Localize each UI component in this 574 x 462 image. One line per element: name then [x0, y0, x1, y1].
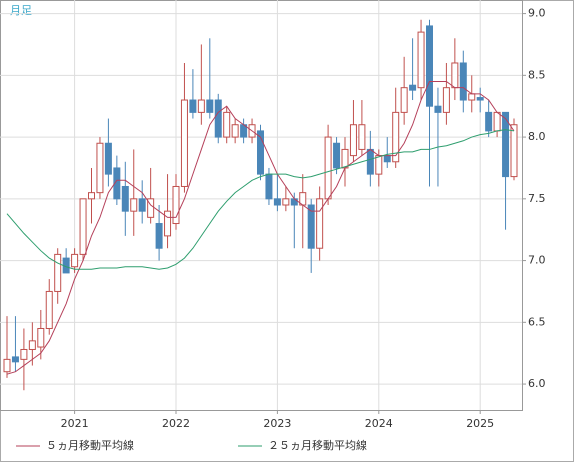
candle-body — [96, 142, 104, 194]
candle-body — [409, 84, 417, 91]
candle-body — [189, 99, 197, 113]
x-tick-label: 2021 — [61, 417, 89, 430]
candle-body — [468, 93, 476, 101]
candle-body — [333, 142, 341, 169]
y-tick-label: 8.5 — [528, 68, 546, 81]
candle-body — [20, 348, 28, 360]
x-tick-label: 2025 — [466, 417, 494, 430]
candle-body — [442, 87, 450, 113]
candle-body — [104, 142, 112, 175]
candle-body — [164, 210, 172, 237]
candle-body — [459, 62, 467, 101]
candle-body — [392, 111, 400, 163]
legend-label: ２５ヵ月移動平均線 — [268, 438, 367, 452]
candle-body — [147, 198, 155, 218]
candle-body — [485, 111, 493, 132]
ma-line — [6, 129, 515, 270]
x-tick-label: 2023 — [263, 417, 291, 430]
candle-body — [155, 223, 163, 249]
candle-body — [375, 155, 383, 175]
candle-body — [257, 130, 264, 175]
candle-body — [273, 198, 281, 206]
plot-area — [0, 0, 523, 411]
candle-body — [197, 99, 205, 113]
candle-body — [307, 204, 315, 249]
candle-body — [510, 124, 518, 178]
candle-body — [54, 253, 62, 292]
candle-body — [493, 111, 501, 132]
candle-body — [28, 340, 36, 350]
candle-body — [79, 198, 87, 255]
candle-body — [223, 111, 231, 138]
y-tick-label: 7.5 — [528, 192, 546, 205]
chart-title: 月足 — [10, 4, 32, 17]
candle-body — [130, 198, 138, 212]
candle-body — [417, 31, 425, 89]
y-tick-label: 7.0 — [528, 254, 546, 267]
y-tick-label: 6.5 — [528, 315, 546, 328]
x-tick-label: 2024 — [365, 417, 393, 430]
candle-body — [214, 99, 222, 138]
y-tick-label: 6.0 — [528, 377, 546, 390]
candle-body — [138, 198, 146, 212]
y-tick-label: 8.0 — [528, 130, 546, 143]
candle-body — [265, 173, 273, 200]
x-tick-label: 2022 — [162, 417, 190, 430]
candle-body — [180, 99, 188, 187]
candle-body — [476, 97, 484, 101]
candle-body — [316, 198, 324, 249]
candle-body — [113, 167, 121, 200]
candle-body — [37, 327, 45, 348]
legend-label: ５ヵ月移動平均線 — [46, 438, 134, 452]
candle-body — [45, 290, 53, 329]
ma-line — [6, 81, 515, 375]
candle-body — [400, 87, 408, 113]
candle-body — [121, 185, 129, 212]
candle-body — [3, 358, 11, 373]
candle-body — [71, 253, 79, 268]
candle-body — [282, 198, 290, 206]
candle-body — [231, 124, 239, 138]
candle-body — [502, 111, 510, 178]
candle-body — [206, 99, 214, 113]
candle-body — [341, 148, 349, 169]
candle-body — [383, 155, 391, 163]
candle-body — [426, 25, 433, 107]
candle-body — [324, 136, 332, 200]
y-tick-label: 9.0 — [528, 7, 546, 20]
candle-body — [349, 124, 357, 157]
candle-body — [358, 124, 366, 150]
candle-body — [11, 356, 19, 363]
candle-body — [451, 62, 459, 89]
candle-body — [88, 192, 95, 200]
candle-body — [366, 148, 374, 175]
candle-body — [434, 105, 442, 113]
candle-body — [172, 185, 180, 225]
